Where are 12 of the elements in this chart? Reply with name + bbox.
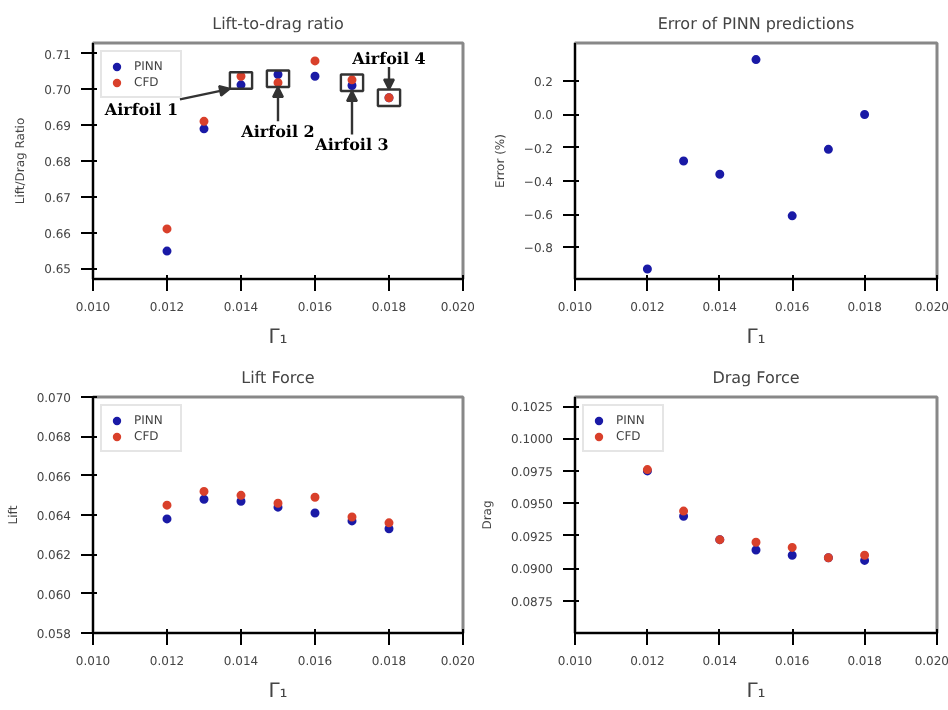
x-axis-title: Γ₁	[746, 327, 766, 349]
x-axis-title: Γ₁	[268, 681, 288, 703]
annotation: Airfoil 4	[350, 47, 427, 68]
x-axis-title: Γ₁	[268, 327, 288, 349]
chart-title: Drag Force	[712, 369, 800, 387]
chart-title: Lift Force	[241, 369, 315, 387]
x-axis-title: Γ₁	[746, 681, 766, 703]
annotation: Airfoil 2	[239, 120, 315, 141]
annotation: Airfoil 3	[313, 134, 390, 155]
chart-title: Error of PINN predictions	[657, 15, 855, 33]
chart-title: Lift-to-drag ratio	[212, 15, 344, 33]
annotation: Airfoil 1	[102, 98, 179, 119]
